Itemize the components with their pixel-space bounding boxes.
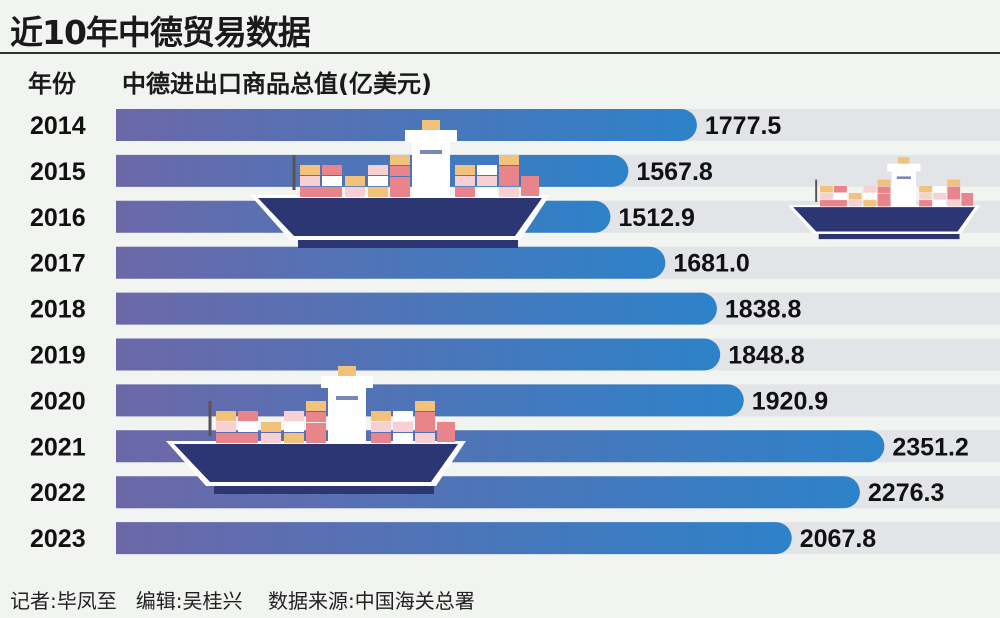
value-label: 2351.2 bbox=[892, 433, 968, 461]
bar-2020 bbox=[116, 384, 744, 417]
year-column-header: 年份 bbox=[28, 70, 76, 98]
year-label: 2021 bbox=[30, 433, 86, 461]
year-label: 2022 bbox=[30, 479, 86, 507]
value-column-header: 中德进出口商品总值(亿美元) bbox=[122, 70, 432, 98]
year-label: 2017 bbox=[30, 250, 86, 278]
value-label: 1838.8 bbox=[725, 296, 802, 324]
value-label: 1848.8 bbox=[728, 342, 805, 370]
value-label: 1920.9 bbox=[752, 387, 828, 415]
value-label: 2067.8 bbox=[800, 525, 877, 553]
credits-footer: 记者:毕凤至 编辑:吴桂兴 数据来源:中国海关总署 bbox=[10, 589, 475, 613]
title-divider bbox=[0, 52, 1000, 54]
year-label: 2014 bbox=[30, 112, 86, 140]
year-label: 2015 bbox=[30, 158, 86, 186]
value-label: 1681.0 bbox=[673, 250, 749, 278]
year-label: 2023 bbox=[30, 525, 86, 553]
bar-2023 bbox=[116, 522, 792, 555]
value-label: 1567.8 bbox=[636, 158, 713, 186]
bar-2017 bbox=[116, 246, 666, 279]
bar-2018 bbox=[116, 292, 717, 325]
year-label: 2016 bbox=[30, 204, 86, 232]
year-label: 2020 bbox=[30, 387, 86, 415]
page-title: 近10年中德贸易数据 bbox=[10, 13, 311, 52]
bar-2014 bbox=[116, 109, 697, 141]
year-label: 2019 bbox=[30, 342, 86, 370]
value-label: 1777.5 bbox=[705, 112, 782, 140]
bar-2019 bbox=[116, 338, 721, 371]
year-label: 2018 bbox=[30, 296, 86, 324]
value-label: 2276.3 bbox=[868, 479, 944, 507]
value-label: 1512.9 bbox=[618, 204, 694, 232]
